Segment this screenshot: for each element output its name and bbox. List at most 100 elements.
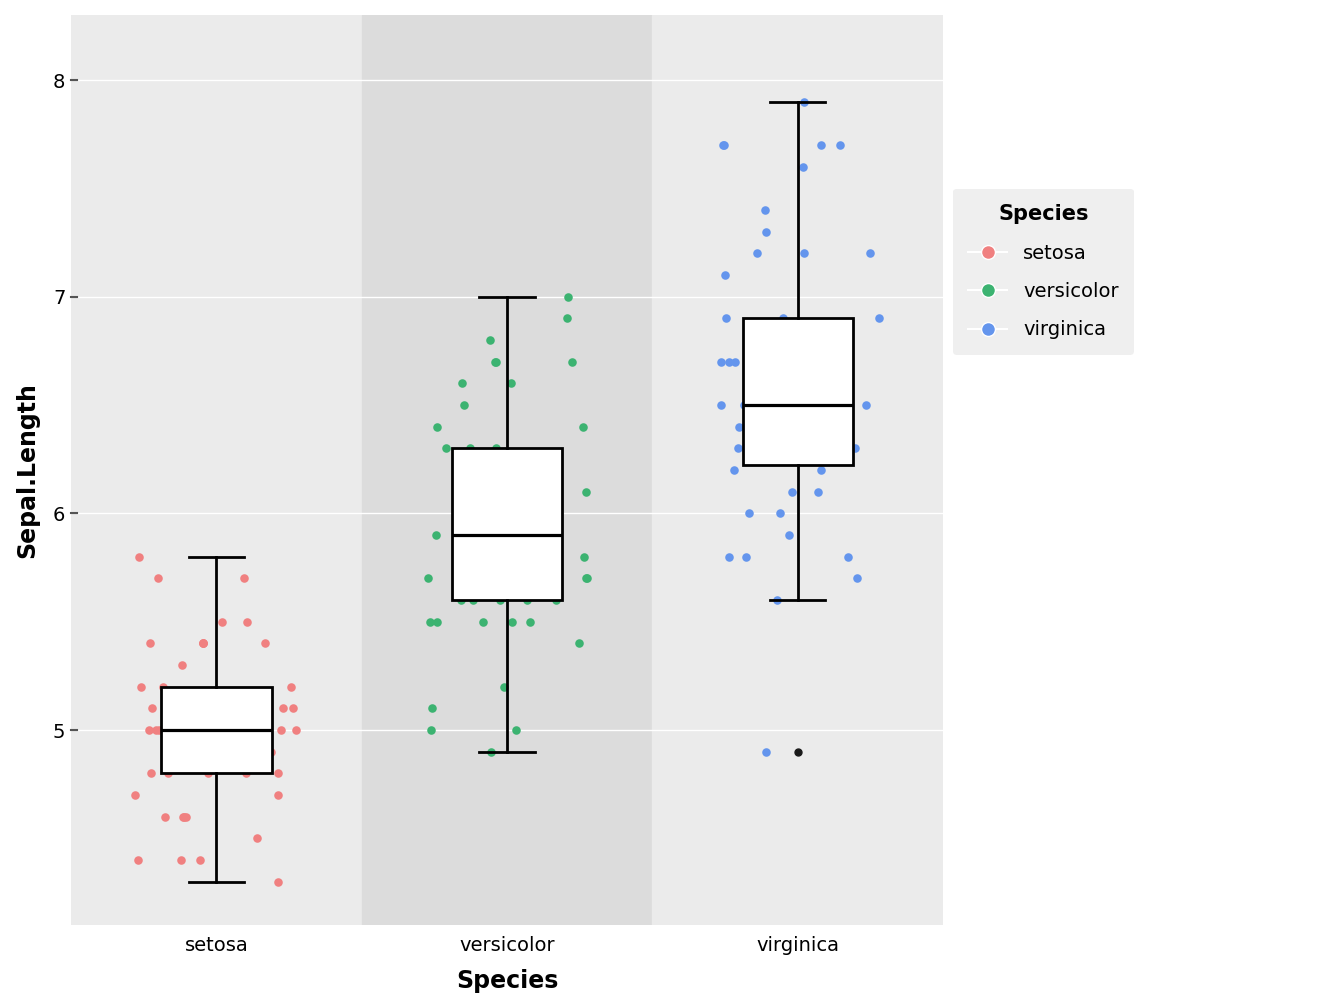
Point [148, 722, 169, 738]
Point [567, 635, 589, 651]
Point [129, 548, 151, 564]
Point [237, 744, 258, 760]
Point [157, 765, 179, 781]
Point [575, 571, 597, 587]
Point [531, 484, 552, 500]
Point [140, 765, 161, 781]
Point [259, 744, 281, 760]
Point [727, 440, 749, 457]
Point [140, 635, 161, 651]
Point [714, 137, 735, 153]
Point [754, 202, 775, 218]
Point [509, 462, 531, 478]
Point [426, 614, 448, 630]
Point [212, 744, 234, 760]
Point [271, 701, 293, 717]
Point [477, 548, 499, 564]
Point [175, 808, 196, 825]
Point [480, 744, 501, 760]
Point [141, 701, 163, 717]
Point [575, 571, 597, 587]
Point [171, 657, 192, 673]
X-axis label: Species: Species [456, 969, 558, 993]
Point [468, 484, 489, 500]
Point [746, 245, 767, 261]
Legend: setosa, versicolor, virginica: setosa, versicolor, virginica [953, 188, 1134, 355]
Point [808, 484, 829, 500]
Point [855, 397, 876, 413]
Point [500, 375, 521, 391]
Point [793, 94, 814, 110]
Point [488, 571, 509, 587]
Point [558, 288, 579, 304]
Point [267, 874, 289, 890]
Point [469, 462, 491, 478]
Point [485, 354, 507, 370]
Point [246, 701, 267, 717]
Point [267, 787, 289, 803]
Point [426, 418, 448, 434]
Point [778, 527, 800, 543]
Point [735, 548, 757, 564]
Point [242, 744, 263, 760]
Point [868, 310, 890, 327]
Point [173, 808, 195, 825]
Point [719, 548, 741, 564]
Point [774, 440, 796, 457]
Point [267, 765, 289, 781]
Point [211, 614, 233, 630]
Point [493, 678, 515, 695]
Point [417, 571, 438, 587]
Point [176, 722, 198, 738]
Y-axis label: Sepal.Length: Sepal.Length [15, 382, 39, 558]
Point [146, 571, 168, 587]
Point [270, 722, 292, 738]
Point [723, 462, 745, 478]
Point [823, 332, 844, 348]
Point [749, 418, 770, 434]
Point [769, 505, 790, 521]
Point [180, 722, 202, 738]
Point [539, 505, 560, 521]
Point [246, 831, 267, 847]
PathPatch shape [743, 319, 853, 465]
Point [847, 571, 868, 587]
Point [234, 571, 255, 587]
Bar [362, 15, 652, 925]
Point [192, 635, 214, 651]
PathPatch shape [452, 449, 562, 600]
Point [771, 418, 793, 434]
Point [453, 397, 474, 413]
Point [771, 310, 793, 327]
Point [738, 505, 759, 521]
Point [792, 158, 813, 174]
Bar [71, 15, 362, 925]
Point [169, 852, 191, 868]
Point [198, 765, 219, 781]
Point [458, 440, 480, 457]
Point [719, 354, 741, 370]
Point [575, 484, 597, 500]
Point [711, 397, 732, 413]
Point [124, 787, 145, 803]
Point [810, 137, 832, 153]
Point [513, 484, 535, 500]
Point [543, 571, 564, 587]
Bar [652, 15, 943, 925]
Point [426, 527, 448, 543]
Point [724, 354, 746, 370]
Point [814, 418, 836, 434]
Point [237, 701, 258, 717]
PathPatch shape [161, 686, 271, 773]
Point [765, 440, 786, 457]
Point [215, 701, 237, 717]
Point [156, 701, 177, 717]
Point [280, 678, 301, 695]
Point [755, 224, 777, 240]
Point [282, 701, 304, 717]
Point [732, 397, 754, 413]
Point [560, 354, 582, 370]
Point [818, 332, 840, 348]
Point [435, 440, 457, 457]
Point [504, 527, 526, 543]
